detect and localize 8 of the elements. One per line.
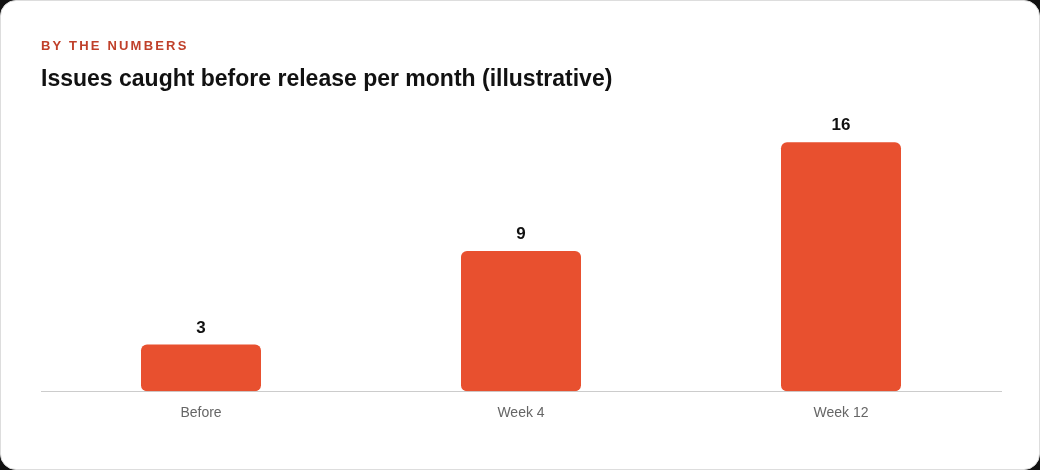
data-label: 16 <box>831 115 851 135</box>
x-tick-label: Week 12 <box>813 404 869 421</box>
data-label: 3 <box>196 317 206 337</box>
chart-subtitle: BY THE NUMBERS <box>41 38 189 53</box>
x-tick-label: Week 4 <box>497 404 545 421</box>
chart-title: Issues caught before release per month (illustrative) <box>41 65 613 92</box>
data-label: 9 <box>516 224 526 244</box>
x-tick-label: Before <box>180 404 222 421</box>
